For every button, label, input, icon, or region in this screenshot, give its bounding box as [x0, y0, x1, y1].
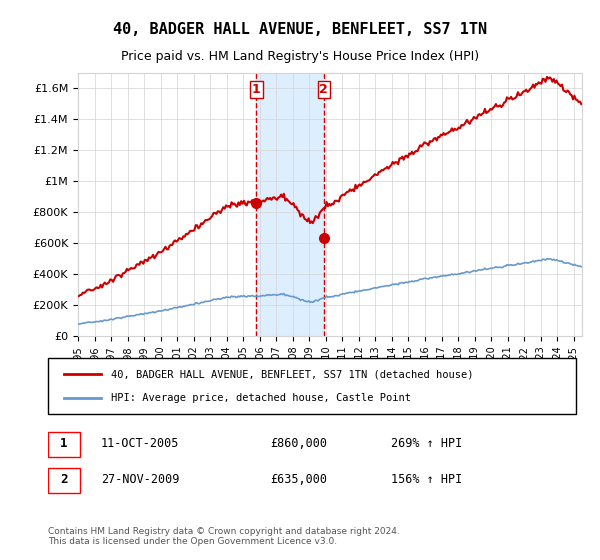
Text: 1: 1 — [60, 437, 68, 450]
FancyBboxPatch shape — [48, 468, 80, 493]
Text: Contains HM Land Registry data © Crown copyright and database right 2024.
This d: Contains HM Land Registry data © Crown c… — [48, 526, 400, 546]
Text: HPI: Average price, detached house, Castle Point: HPI: Average price, detached house, Cast… — [112, 393, 412, 403]
Text: 2: 2 — [319, 83, 328, 96]
FancyBboxPatch shape — [48, 432, 80, 457]
Text: £860,000: £860,000 — [270, 437, 327, 450]
Bar — [256, 73, 324, 336]
Text: £635,000: £635,000 — [270, 473, 327, 486]
Text: 27-NOV-2009: 27-NOV-2009 — [101, 473, 179, 486]
Text: 40, BADGER HALL AVENUE, BENFLEET, SS7 1TN: 40, BADGER HALL AVENUE, BENFLEET, SS7 1T… — [113, 22, 487, 38]
Text: 40, BADGER HALL AVENUE, BENFLEET, SS7 1TN (detached house): 40, BADGER HALL AVENUE, BENFLEET, SS7 1T… — [112, 369, 474, 379]
Text: 269% ↑ HPI: 269% ↑ HPI — [391, 437, 463, 450]
Text: 156% ↑ HPI: 156% ↑ HPI — [391, 473, 463, 486]
FancyBboxPatch shape — [48, 358, 576, 414]
Text: 1: 1 — [252, 83, 261, 96]
Text: Price paid vs. HM Land Registry's House Price Index (HPI): Price paid vs. HM Land Registry's House … — [121, 50, 479, 63]
Text: 2: 2 — [60, 473, 68, 486]
Text: 11-OCT-2005: 11-OCT-2005 — [101, 437, 179, 450]
